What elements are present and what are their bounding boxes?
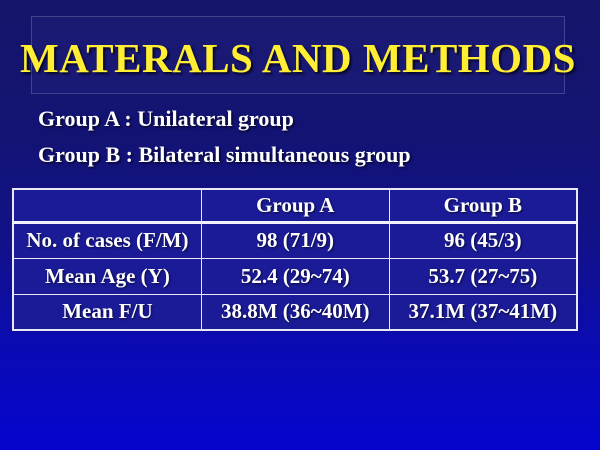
slide-title: MATERALS AND METHODS <box>20 35 576 81</box>
table-row-mean-fu: Mean F/U 38.8M (36~40M) 37.1M (37~41M) <box>12 293 578 331</box>
row-label-mean-fu: Mean F/U <box>12 293 202 331</box>
row-label-cases: No. of cases (F/M) <box>12 221 202 259</box>
subtitle-line-group-a: Group A : Unilateral group <box>38 106 294 131</box>
table-row-cases: No. of cases (F/M) 98 (71/9) 96 (45/3) <box>12 221 578 259</box>
subtitle-block: Group A : Unilateral group Group B : Bil… <box>38 101 580 173</box>
results-table: Group A Group B No. of cases (F/M) 98 (7… <box>12 188 578 331</box>
row-label-mean-age: Mean Age (Y) <box>12 257 202 295</box>
mean-age-group-b-value: 53.7 (27~75) <box>388 257 578 295</box>
table-row-mean-age: Mean Age (Y) 52.4 (29~74) 53.7 (27~75) <box>12 257 578 295</box>
cases-group-b-value: 96 (45/3) <box>388 221 578 259</box>
subtitle-line-group-b: Group B : Bilateral simultaneous group <box>38 142 411 167</box>
mean-fu-group-a-value: 38.8M (36~40M) <box>200 293 390 331</box>
cases-group-a-value: 98 (71/9) <box>200 221 390 259</box>
table-header-empty <box>12 188 202 224</box>
mean-fu-group-b-value: 37.1M (37~41M) <box>388 293 578 331</box>
table-header-row: Group A Group B <box>12 188 578 224</box>
title-band: MATERALS AND METHODS <box>20 16 576 94</box>
mean-age-group-a-value: 52.4 (29~74) <box>200 257 390 295</box>
table-header-group-a: Group A <box>200 188 390 224</box>
table-header-group-b: Group B <box>388 188 578 224</box>
